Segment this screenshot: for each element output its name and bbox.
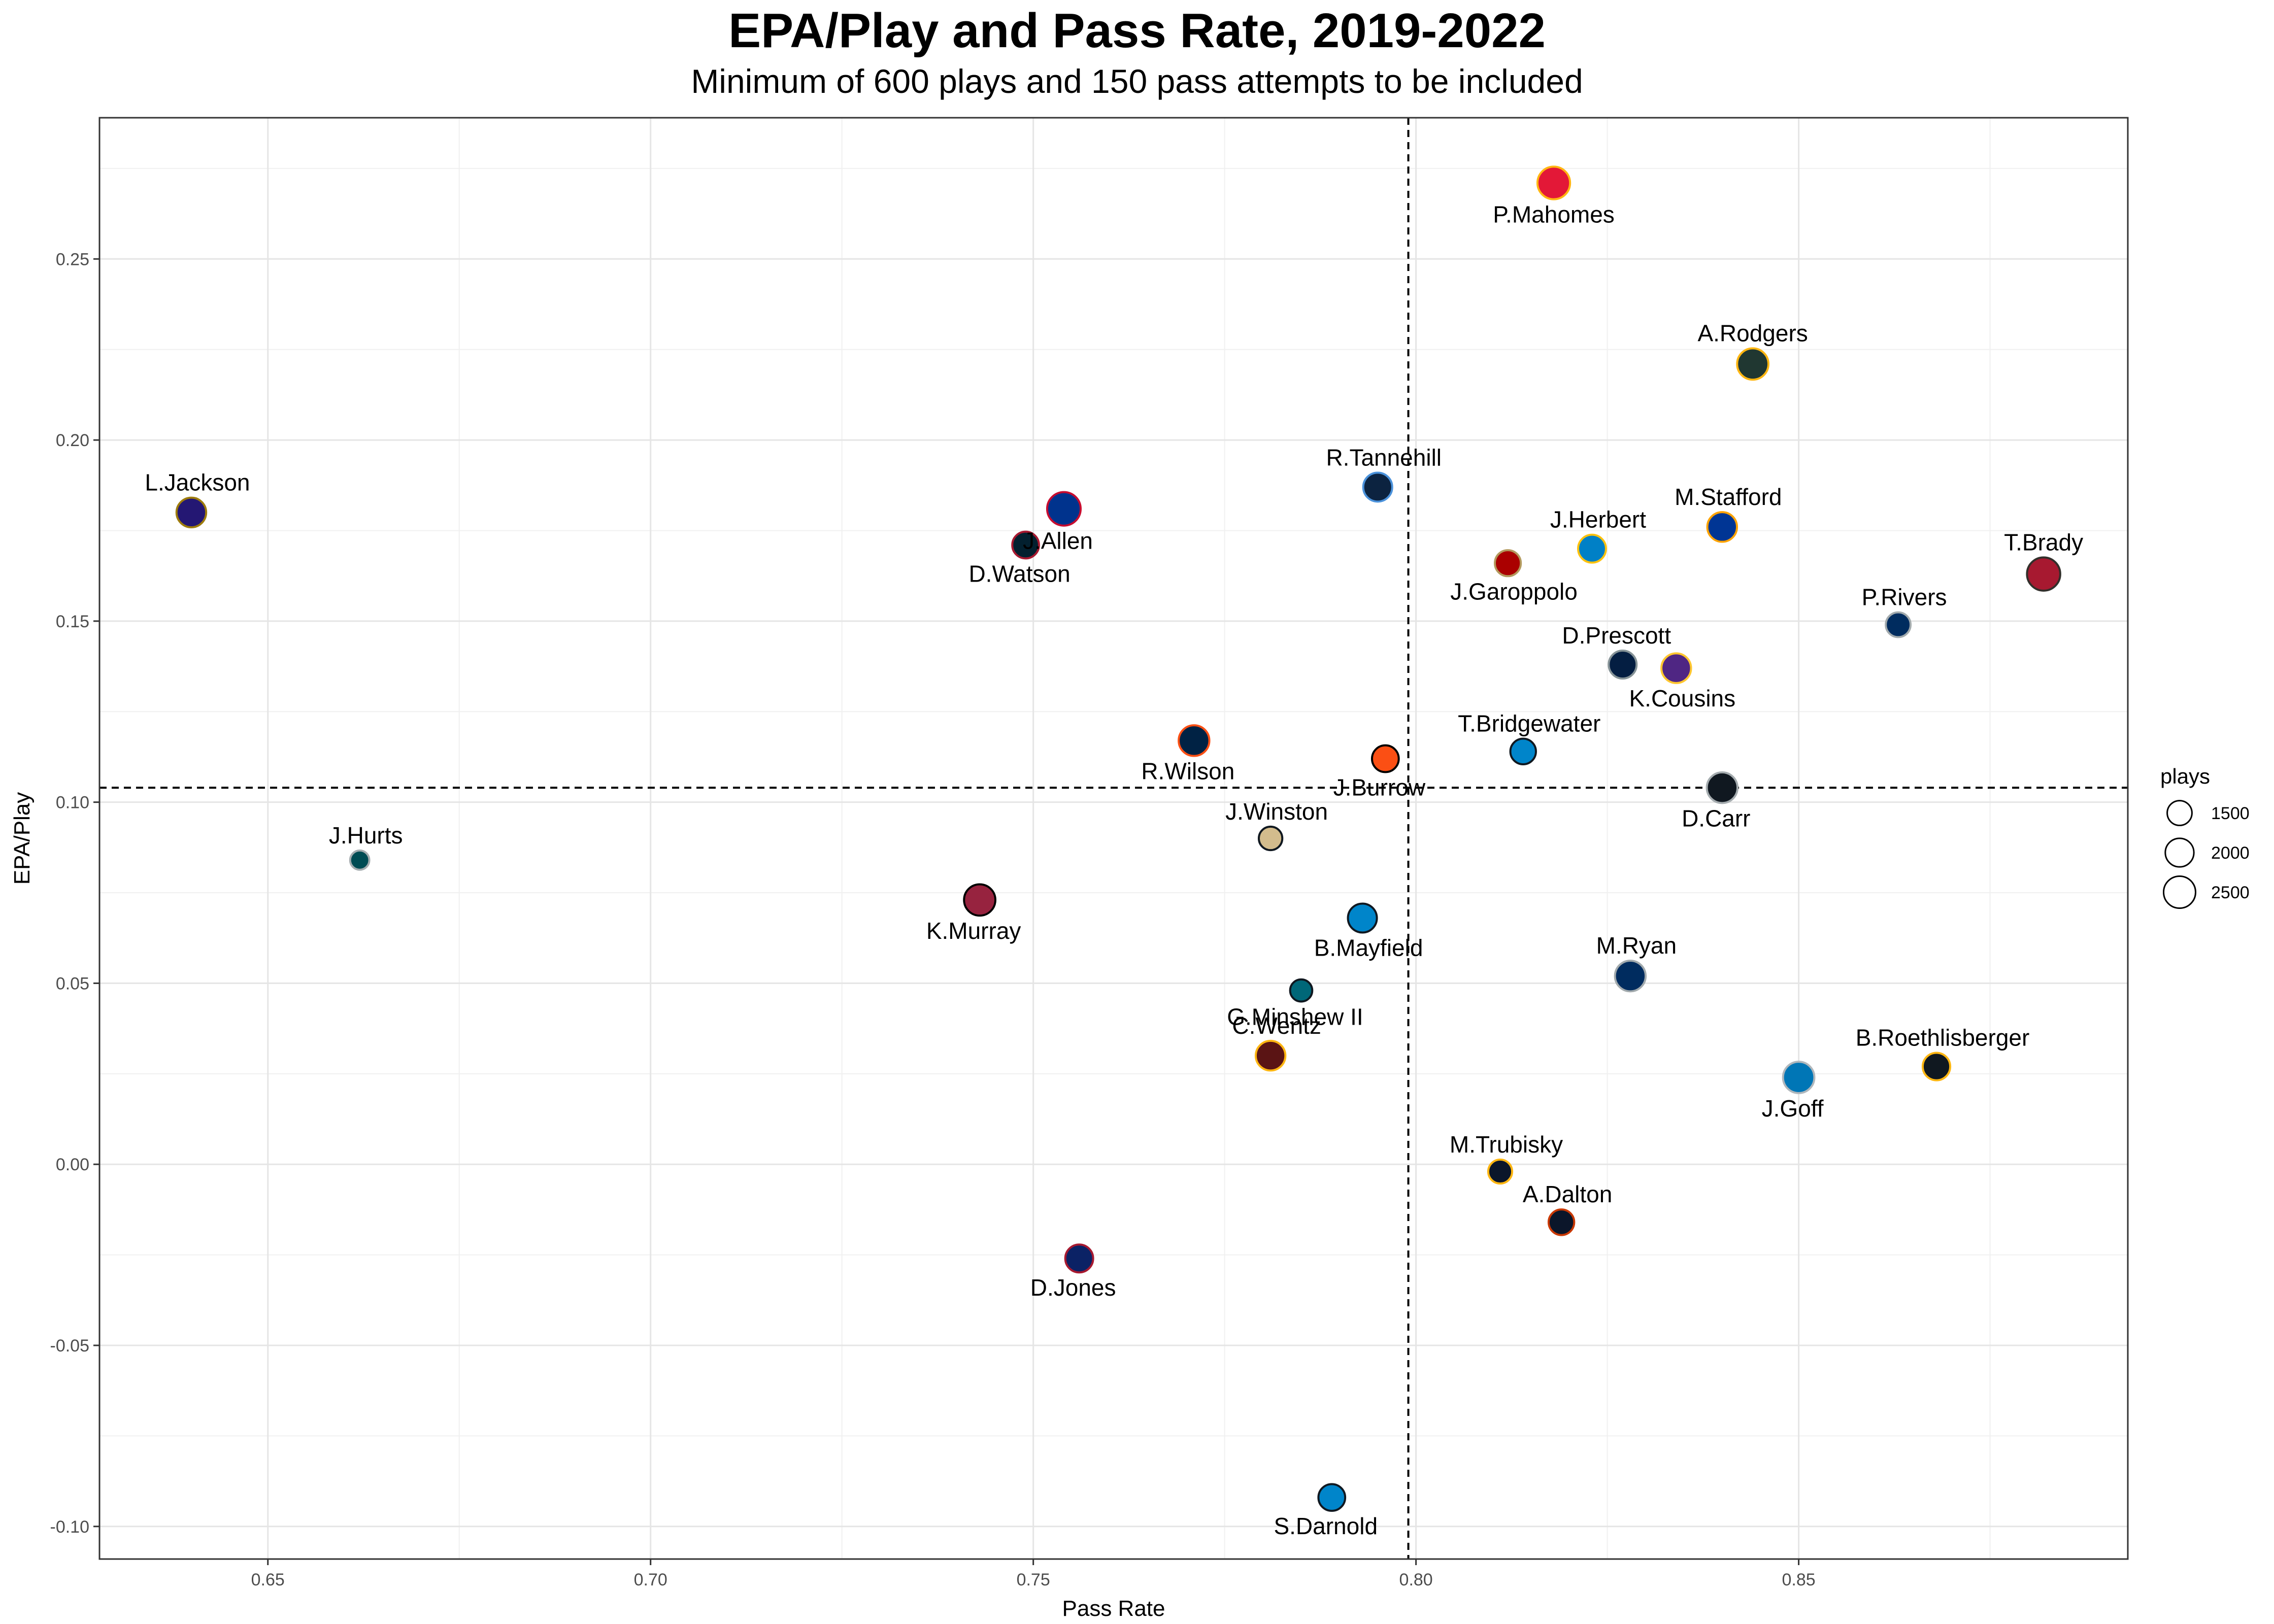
- label-b-mayfield: B.Mayfield: [1314, 935, 1423, 961]
- label-d-carr: D.Carr: [1682, 805, 1750, 831]
- point-r-wilson: [1178, 724, 1211, 757]
- label-j-burrow: J.Burrow: [1333, 774, 1426, 800]
- label-r-wilson: R.Wilson: [1141, 758, 1234, 785]
- label-r-tannehill: R.Tannehill: [1326, 444, 1442, 470]
- point-b-mayfield: [1347, 902, 1378, 934]
- y-tick-label: 0.05: [56, 974, 89, 993]
- label-d-prescott: D.Prescott: [1562, 622, 1671, 649]
- point-c-wentz: [1254, 1039, 1287, 1072]
- legend-label-2500: 2500: [2211, 883, 2250, 902]
- size-legend: plays 1500 2000 2500: [2160, 764, 2250, 909]
- point-p-mahomes: [1536, 165, 1571, 200]
- x-tick-label: 0.85: [1782, 1570, 1815, 1589]
- point-l-jackson: [175, 496, 208, 529]
- label-c-wentz: C.Wentz: [1232, 1012, 1321, 1039]
- legend-label-1500: 1500: [2211, 804, 2250, 823]
- label-a-rodgers: A.Rodgers: [1697, 320, 1808, 346]
- point-m-trubisky: [1487, 1158, 1514, 1185]
- label-t-brady: T.Brady: [2004, 529, 2083, 555]
- x-axis-ticks: 0.65 0.70 0.75 0.80 0.85: [251, 1559, 1816, 1589]
- point-j-allen: [1046, 491, 1082, 527]
- grid-major: [99, 118, 2128, 1559]
- label-m-trubisky: M.Trubisky: [1450, 1131, 1563, 1158]
- point-t-brady: [2026, 556, 2061, 592]
- x-tick-label: 0.80: [1399, 1570, 1433, 1589]
- y-tick-label: 0.00: [56, 1155, 89, 1174]
- point-j-herbert: [1577, 533, 1607, 564]
- label-d-watson: D.Watson: [968, 560, 1070, 587]
- y-tick-label: 0.15: [56, 612, 89, 631]
- label-p-rivers: P.Rivers: [1862, 584, 1947, 611]
- point-j-goff: [1782, 1061, 1816, 1094]
- label-a-dalton: A.Dalton: [1523, 1181, 1612, 1207]
- x-tick-label: 0.65: [251, 1570, 285, 1589]
- label-s-darnold: S.Darnold: [1274, 1513, 1378, 1539]
- point-k-cousins: [1660, 652, 1692, 684]
- point-j-hurts: [349, 849, 371, 871]
- y-axis-title: EPA/Play: [10, 792, 35, 885]
- point-j-winston: [1257, 825, 1284, 852]
- point-labels: P.Mahomes A.Rodgers L.Jackson J.Allen D.Wats…: [145, 201, 2083, 1539]
- legend-key-2500: [2163, 875, 2196, 909]
- reference-lines: [99, 118, 2128, 1559]
- point-s-darnold: [1317, 1483, 1347, 1512]
- label-m-stafford: M.Stafford: [1675, 484, 1782, 510]
- label-j-allen: J.Allen: [1023, 528, 1093, 554]
- point-p-rivers: [1885, 611, 1912, 638]
- chart-subtitle: Minimum of 600 plays and 150 pass attemp…: [691, 62, 1583, 100]
- chart-title: EPA/Play and Pass Rate, 2019-2022: [728, 4, 1546, 58]
- point-d-prescott: [1608, 650, 1638, 680]
- label-j-winston: J.Winston: [1225, 798, 1328, 825]
- legend-title: plays: [2160, 764, 2210, 788]
- label-k-murray: K.Murray: [926, 918, 1021, 944]
- data-points: [175, 165, 2061, 1512]
- legend-key-2000: [2164, 837, 2195, 868]
- point-a-dalton: [1547, 1208, 1576, 1236]
- grid-minor: [99, 118, 2128, 1559]
- label-b-roethlisberger: B.Roethlisberger: [1856, 1024, 2030, 1051]
- x-tick-label: 0.75: [1017, 1570, 1050, 1589]
- label-m-ryan: M.Ryan: [1596, 932, 1677, 959]
- label-j-herbert: J.Herbert: [1550, 506, 1646, 533]
- point-d-watson: [1011, 530, 1040, 560]
- point-m-ryan: [1614, 959, 1647, 993]
- label-k-cousins: K.Cousins: [1629, 685, 1735, 712]
- label-j-hurts: J.Hurts: [329, 822, 403, 849]
- legend-key-1500: [2166, 800, 2193, 826]
- y-tick-label: 0.25: [56, 250, 89, 269]
- y-tick-label: 0.10: [56, 793, 89, 813]
- point-j-garoppolo: [1493, 549, 1522, 578]
- point-g-minshew-ii: [1289, 978, 1314, 1003]
- panel-border: [98, 117, 2129, 1560]
- x-axis-title: Pass Rate: [1062, 1596, 1165, 1621]
- label-j-goff: J.Goff: [1762, 1095, 1824, 1122]
- label-g-minshew-ii: G.Minshew II: [1227, 1004, 1363, 1030]
- label-p-mahomes: P.Mahomes: [1493, 201, 1615, 228]
- point-d-jones: [1064, 1243, 1094, 1274]
- label-j-garoppolo: J.Garoppolo: [1450, 578, 1578, 604]
- point-d-carr: [1706, 771, 1739, 804]
- point-b-roethlisberger: [1921, 1052, 1952, 1081]
- y-tick-label: -0.10: [50, 1517, 90, 1537]
- point-m-stafford: [1706, 511, 1738, 543]
- point-r-tannehill: [1362, 471, 1393, 503]
- point-k-murray: [963, 883, 996, 917]
- x-tick-label: 0.70: [634, 1570, 667, 1589]
- legend-label-2000: 2000: [2211, 843, 2250, 863]
- label-l-jackson: L.Jackson: [145, 469, 250, 496]
- point-t-bridgewater: [1509, 737, 1537, 765]
- point-a-rodgers: [1736, 347, 1769, 381]
- point-j-burrow: [1370, 744, 1400, 773]
- y-tick-label: 0.20: [56, 431, 89, 450]
- y-tick-label: -0.05: [50, 1336, 90, 1356]
- label-d-jones: D.Jones: [1030, 1274, 1116, 1301]
- label-t-bridgewater: T.Bridgewater: [1458, 710, 1600, 737]
- y-axis-ticks: -0.10 -0.05 0.00 0.05 0.10 0.15 0.20 0.25: [50, 250, 99, 1537]
